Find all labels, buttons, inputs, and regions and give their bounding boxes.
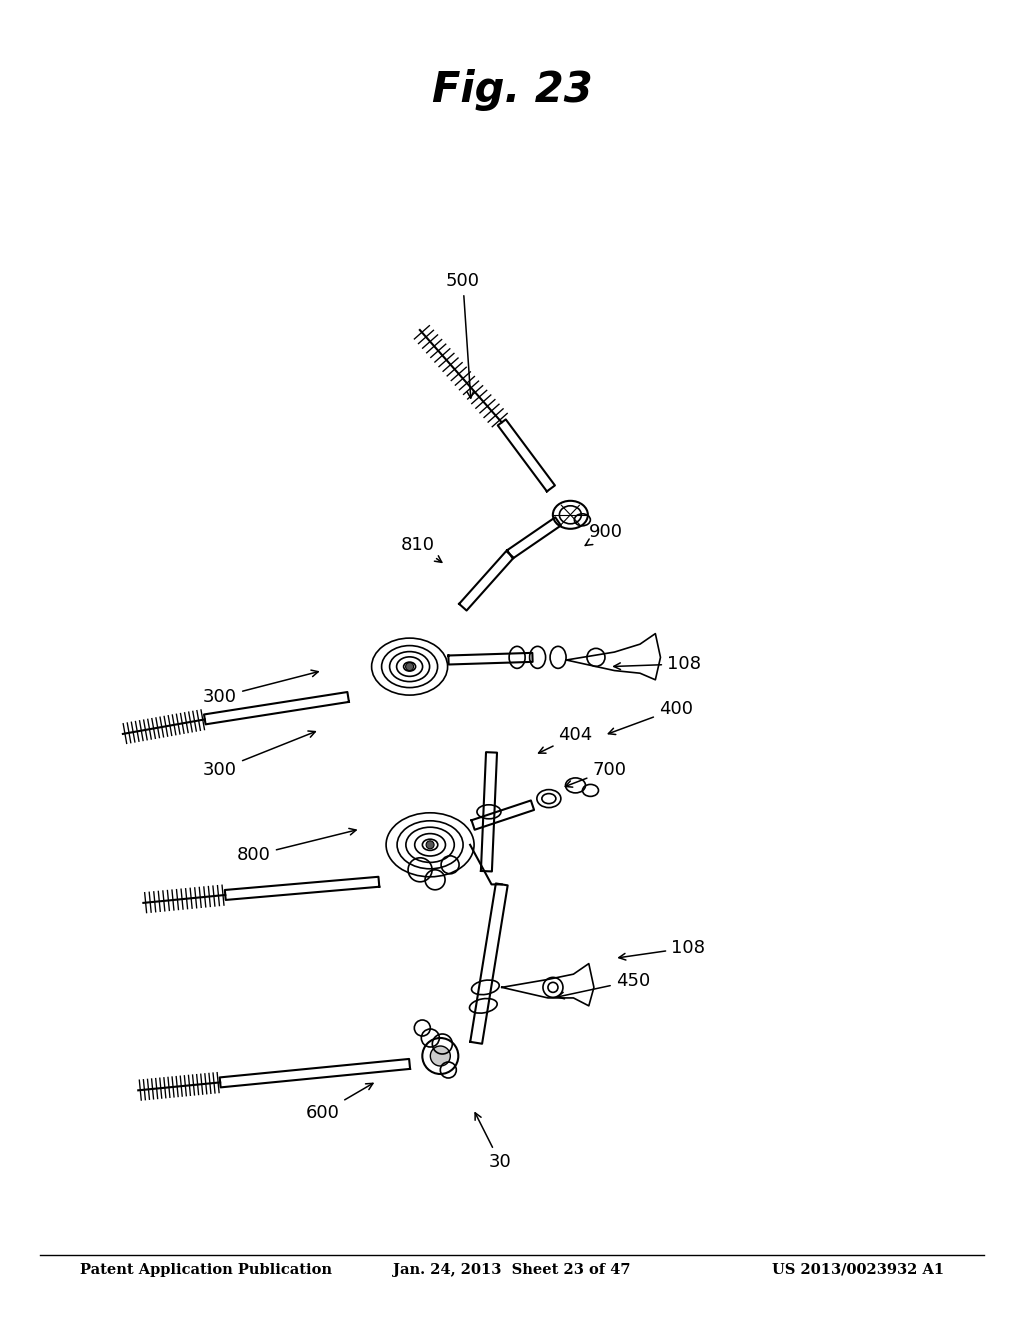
Circle shape (426, 841, 434, 849)
Text: 900: 900 (585, 523, 624, 545)
Circle shape (430, 1045, 451, 1067)
Text: 800: 800 (237, 829, 356, 865)
Text: Fig. 23: Fig. 23 (432, 69, 592, 111)
Text: 108: 108 (613, 655, 701, 673)
Circle shape (406, 663, 414, 671)
Text: 810: 810 (400, 536, 441, 562)
Text: 30: 30 (475, 1113, 511, 1171)
Text: 300: 300 (203, 671, 318, 706)
Text: 500: 500 (445, 272, 480, 399)
Text: 300: 300 (203, 731, 315, 779)
Text: 404: 404 (539, 726, 593, 754)
Text: 600: 600 (305, 1084, 373, 1122)
Text: US 2013/0023932 A1: US 2013/0023932 A1 (772, 1263, 944, 1276)
Text: 450: 450 (557, 972, 650, 999)
Text: Jan. 24, 2013  Sheet 23 of 47: Jan. 24, 2013 Sheet 23 of 47 (393, 1263, 631, 1276)
Text: 700: 700 (565, 760, 627, 787)
Text: Patent Application Publication: Patent Application Publication (80, 1263, 332, 1276)
Text: 108: 108 (618, 939, 706, 960)
Text: 400: 400 (608, 700, 693, 734)
